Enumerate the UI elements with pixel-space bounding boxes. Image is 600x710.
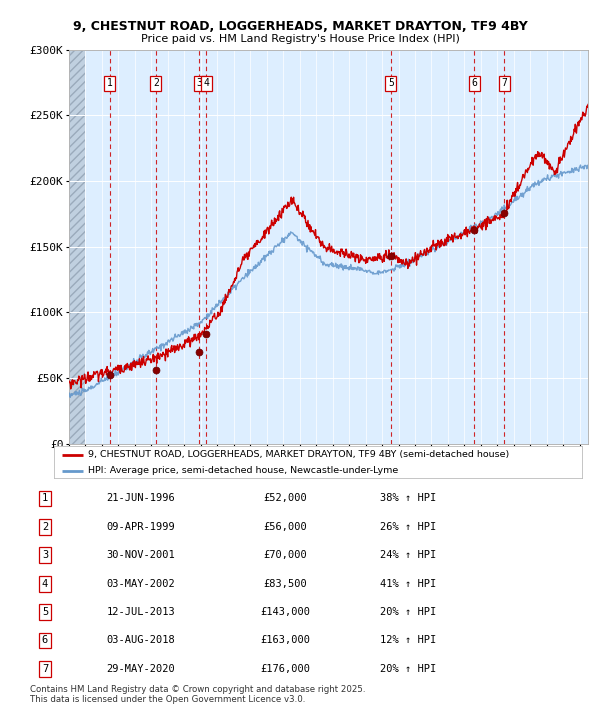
Text: Contains HM Land Registry data © Crown copyright and database right 2025.: Contains HM Land Registry data © Crown c… bbox=[30, 685, 365, 694]
Text: 30-NOV-2001: 30-NOV-2001 bbox=[107, 550, 175, 560]
Text: 1: 1 bbox=[42, 493, 48, 503]
Text: 12-JUL-2013: 12-JUL-2013 bbox=[107, 607, 175, 617]
Text: 29-MAY-2020: 29-MAY-2020 bbox=[107, 664, 175, 674]
Text: 2: 2 bbox=[42, 522, 48, 532]
Text: £176,000: £176,000 bbox=[260, 664, 310, 674]
Text: 7: 7 bbox=[42, 664, 48, 674]
Bar bbox=[69, 50, 85, 444]
Text: 03-MAY-2002: 03-MAY-2002 bbox=[107, 579, 175, 589]
Text: This data is licensed under the Open Government Licence v3.0.: This data is licensed under the Open Gov… bbox=[30, 695, 305, 704]
Text: 5: 5 bbox=[388, 78, 394, 88]
Text: £56,000: £56,000 bbox=[263, 522, 307, 532]
Text: 9, CHESTNUT ROAD, LOGGERHEADS, MARKET DRAYTON, TF9 4BY: 9, CHESTNUT ROAD, LOGGERHEADS, MARKET DR… bbox=[73, 21, 527, 33]
Text: 9, CHESTNUT ROAD, LOGGERHEADS, MARKET DRAYTON, TF9 4BY (semi-detached house): 9, CHESTNUT ROAD, LOGGERHEADS, MARKET DR… bbox=[88, 450, 509, 459]
Text: 38% ↑ HPI: 38% ↑ HPI bbox=[380, 493, 436, 503]
Text: 7: 7 bbox=[501, 78, 507, 88]
Text: HPI: Average price, semi-detached house, Newcastle-under-Lyme: HPI: Average price, semi-detached house,… bbox=[88, 466, 398, 475]
Text: £163,000: £163,000 bbox=[260, 635, 310, 645]
Text: 03-AUG-2018: 03-AUG-2018 bbox=[107, 635, 175, 645]
Text: 09-APR-1999: 09-APR-1999 bbox=[107, 522, 175, 532]
Text: 24% ↑ HPI: 24% ↑ HPI bbox=[380, 550, 436, 560]
Text: Price paid vs. HM Land Registry's House Price Index (HPI): Price paid vs. HM Land Registry's House … bbox=[140, 34, 460, 44]
Text: £52,000: £52,000 bbox=[263, 493, 307, 503]
Text: 21-JUN-1996: 21-JUN-1996 bbox=[107, 493, 175, 503]
Text: 6: 6 bbox=[471, 78, 477, 88]
Text: £83,500: £83,500 bbox=[263, 579, 307, 589]
Text: 4: 4 bbox=[42, 579, 48, 589]
Text: 5: 5 bbox=[42, 607, 48, 617]
Text: 12% ↑ HPI: 12% ↑ HPI bbox=[380, 635, 436, 645]
Text: 4: 4 bbox=[203, 78, 209, 88]
Text: £143,000: £143,000 bbox=[260, 607, 310, 617]
Text: 6: 6 bbox=[42, 635, 48, 645]
Text: 20% ↑ HPI: 20% ↑ HPI bbox=[380, 607, 436, 617]
Text: 26% ↑ HPI: 26% ↑ HPI bbox=[380, 522, 436, 532]
Text: £70,000: £70,000 bbox=[263, 550, 307, 560]
Text: 3: 3 bbox=[196, 78, 202, 88]
Text: 20% ↑ HPI: 20% ↑ HPI bbox=[380, 664, 436, 674]
Text: 2: 2 bbox=[153, 78, 159, 88]
Text: 41% ↑ HPI: 41% ↑ HPI bbox=[380, 579, 436, 589]
Text: 3: 3 bbox=[42, 550, 48, 560]
Text: 1: 1 bbox=[107, 78, 113, 88]
